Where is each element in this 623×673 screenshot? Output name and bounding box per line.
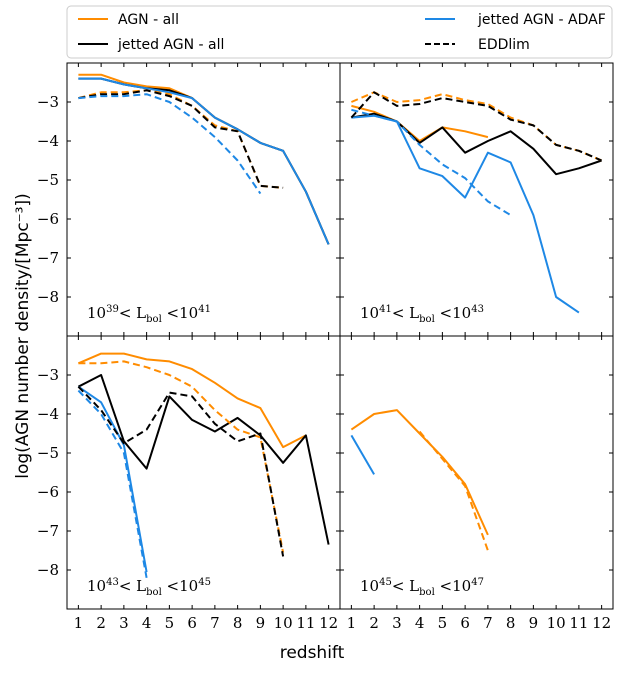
x-tick-label: 3 bbox=[392, 614, 402, 632]
series-line-agn-all-eddlim bbox=[351, 91, 602, 162]
panel-top-right: 1041< Lbol <1043 bbox=[339, 62, 614, 337]
panel-frame bbox=[339, 335, 614, 610]
series-line-agn-all bbox=[78, 352, 307, 449]
series-line-jetted-agn-all-eddlim bbox=[350, 91, 602, 162]
series-line-jetted-agn-adaf-eddlim bbox=[78, 93, 262, 195]
x-tick-label: 9 bbox=[529, 614, 539, 632]
x-tick-label: 3 bbox=[119, 614, 129, 632]
series-line-jetted-agn-all bbox=[77, 374, 330, 545]
x-axis-label: redshift bbox=[280, 643, 345, 663]
y-axis-label: log(AGN number density/[Mpc⁻³]) bbox=[13, 193, 33, 478]
series-group bbox=[77, 352, 330, 578]
series-group bbox=[350, 409, 489, 551]
x-tick-label: 11 bbox=[296, 614, 315, 632]
x-tick-label: 2 bbox=[96, 614, 106, 632]
panel-frame bbox=[339, 62, 614, 337]
legend-label-agn-all: AGN - all bbox=[118, 12, 179, 28]
y-tick-label: −3 bbox=[37, 366, 59, 384]
x-tick-label: 6 bbox=[187, 614, 197, 632]
x-tick-label: 9 bbox=[256, 614, 266, 632]
x-tick-label: 11 bbox=[569, 614, 588, 632]
x-tick-label: 7 bbox=[210, 614, 220, 632]
panel-luminosity-range: 1039< Lbol <1041 bbox=[87, 304, 211, 325]
series-line-jetted-agn-adaf-eddlim bbox=[351, 108, 512, 216]
y-tick-label: −7 bbox=[37, 522, 59, 540]
x-tick-label: 1 bbox=[347, 614, 357, 632]
panel-luminosity-range: 1041< Lbol <1043 bbox=[360, 304, 484, 325]
legend-label-jetted-agn-adaf: jetted AGN - ADAF bbox=[477, 12, 606, 28]
series-line-jetted-agn-all-eddlim bbox=[77, 386, 285, 557]
x-tick-label: 6 bbox=[460, 614, 470, 632]
panel-luminosity-range: 1045< Lbol <1047 bbox=[360, 577, 484, 598]
series-line-agn-all bbox=[350, 409, 489, 536]
series-line-jetted-agn-adaf-eddlim bbox=[77, 389, 148, 578]
y-tick-label: −4 bbox=[37, 405, 59, 423]
y-tick-label: −8 bbox=[37, 288, 59, 306]
series-line-jetted-agn-all-eddlim bbox=[78, 89, 284, 189]
x-tick-label: 2 bbox=[369, 614, 379, 632]
legend-box bbox=[66, 5, 613, 59]
x-tick-label: 10 bbox=[547, 614, 566, 632]
x-tick-label: 4 bbox=[415, 614, 425, 632]
series-line-agn-all-eddlim bbox=[78, 360, 285, 553]
series-line-jetted-agn-adaf bbox=[350, 434, 375, 475]
y-tick-label: −6 bbox=[37, 483, 59, 501]
x-tick-label: 1 bbox=[74, 614, 84, 632]
x-tick-label: 8 bbox=[233, 614, 243, 632]
x-tick-label: 5 bbox=[438, 614, 448, 632]
series-line-agn-all bbox=[351, 104, 489, 142]
series-line-agn-all bbox=[78, 73, 330, 245]
panel-frame bbox=[66, 62, 341, 337]
panel-luminosity-range: 1043< Lbol <1045 bbox=[87, 577, 211, 598]
x-tick-label: 12 bbox=[592, 614, 611, 632]
y-tick-label: −8 bbox=[37, 561, 59, 579]
series-group bbox=[78, 73, 330, 245]
y-tick-label: −5 bbox=[37, 171, 59, 189]
x-tick-label: 8 bbox=[506, 614, 516, 632]
x-tick-label: 12 bbox=[319, 614, 338, 632]
legend-label-jetted-agn-all: jetted AGN - all bbox=[117, 37, 224, 53]
legend: AGN - all jetted AGN - all jetted AGN - … bbox=[66, 5, 613, 59]
y-tick-label: −7 bbox=[37, 249, 59, 267]
y-tick-label: −5 bbox=[37, 444, 59, 462]
series-line-jetted-agn-adaf bbox=[77, 385, 148, 573]
series-line-jetted-agn-adaf bbox=[78, 77, 330, 245]
y-tick-label: −6 bbox=[37, 210, 59, 228]
panel-top-left: −3 −4 −5 −6 −7 −8 1039< Lbol <1041 bbox=[37, 62, 341, 337]
legend-label-eddlim: EDDlim bbox=[478, 37, 530, 53]
series-line-jetted-agn-all bbox=[78, 77, 330, 245]
x-tick-label: 7 bbox=[483, 614, 493, 632]
series-line-jetted-agn-adaf bbox=[351, 114, 580, 314]
y-tick-label: −4 bbox=[37, 132, 59, 150]
x-tick-label: 5 bbox=[165, 614, 175, 632]
series-line-jetted-agn-all bbox=[351, 112, 602, 176]
series-line-agn-all-eddlim bbox=[418, 430, 489, 551]
x-tick-label: 10 bbox=[274, 614, 293, 632]
x-tick-label: 4 bbox=[142, 614, 152, 632]
y-tick-label: −3 bbox=[37, 93, 59, 111]
series-group bbox=[350, 91, 602, 314]
